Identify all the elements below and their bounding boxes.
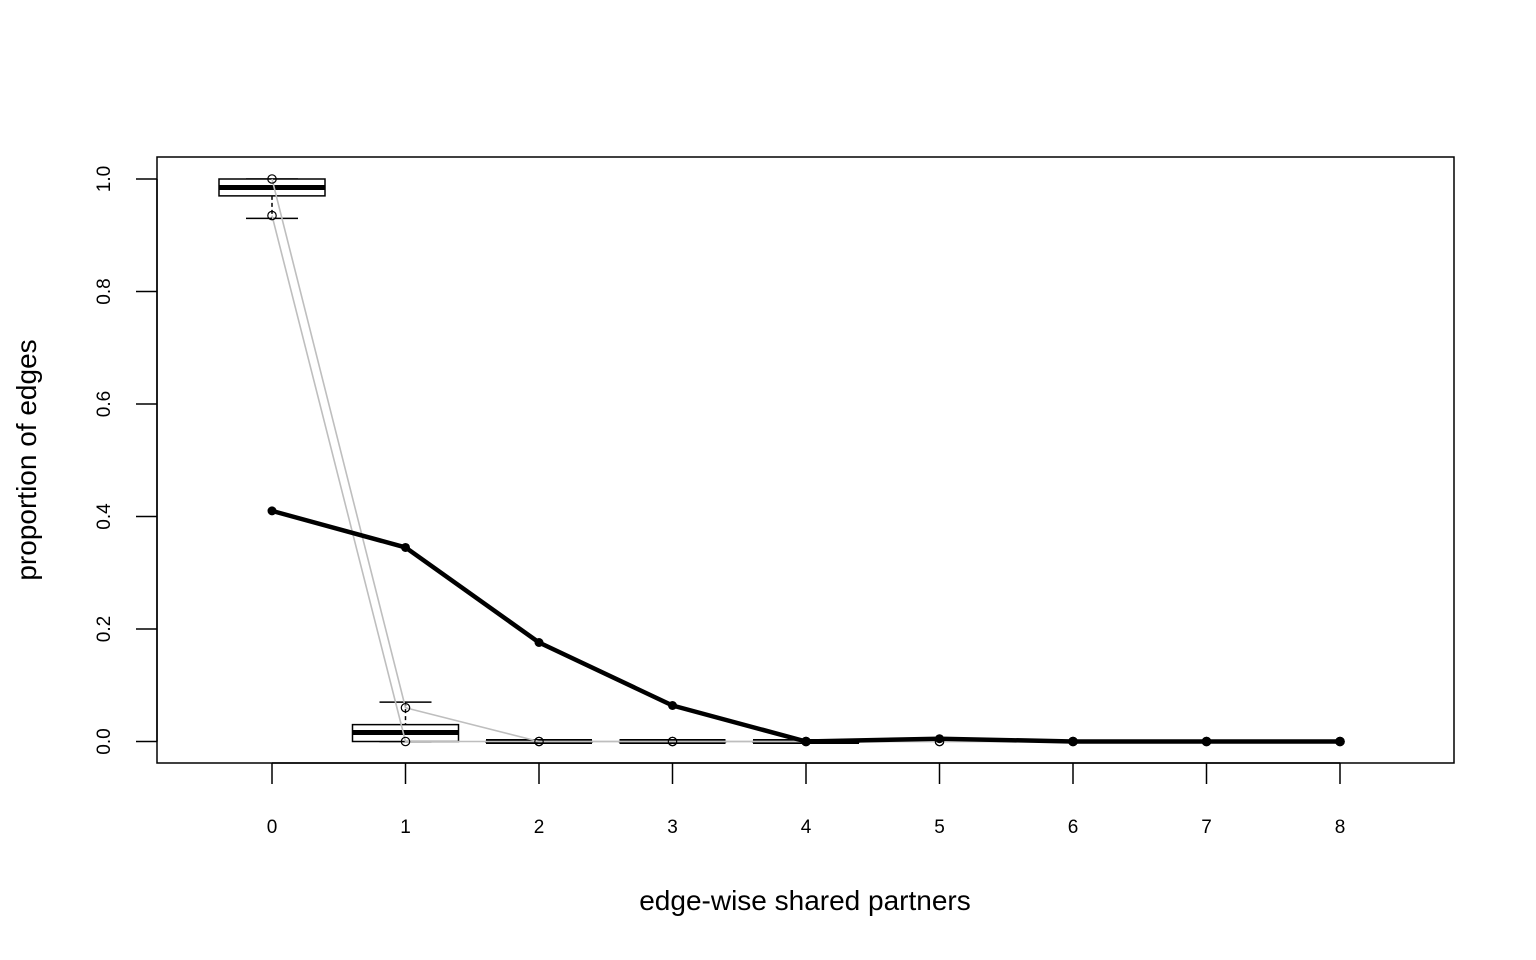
observed-point [668,701,677,710]
x-tick-label: 4 [801,817,812,838]
plot-frame [156,156,1455,764]
observed-point [1202,737,1211,746]
simulation-bound-point [267,210,277,221]
simulation-bound-point [400,702,411,713]
observed-point [801,737,811,746]
x-tick-label: 6 [1068,817,1079,838]
observed-point [534,638,544,647]
simulation-bound-point [400,736,411,747]
series-line-simulation-range-lower [271,215,1340,743]
boxplot-group [218,178,860,744]
y-tick-label: 0.2 [94,616,115,642]
y-axis-title: proportion of edges [11,339,42,580]
y-tick-label: 0.4 [94,503,115,530]
x-tick-label: 5 [934,817,945,838]
x-axis: 0 1 2 3 4 5 6 7 8 [267,762,1346,838]
x-axis-title: edge-wise shared partners [639,885,971,916]
x-tick-label: 2 [534,817,545,838]
y-axis: 0.0 0.2 0.4 0.6 0.8 1.0 [94,166,158,755]
x-tick-label: 0 [267,817,278,838]
simulation-bound-point [667,736,678,747]
y-tick-label: 1.0 [94,166,115,192]
boxplot-0 [218,178,326,220]
observed-point [935,734,944,744]
y-tick-label: 0.0 [94,728,115,754]
x-tick-label: 3 [667,817,678,838]
y-tick-label: 0.6 [94,391,115,417]
y-tick-label: 0.8 [94,278,115,304]
x-tick-label: 8 [1335,817,1346,838]
simulation-bound-point [534,736,544,747]
observed-point [267,506,277,516]
series-group [267,174,1345,747]
observed-point [401,542,410,552]
observed-point [1335,737,1345,746]
x-tick-label: 7 [1201,817,1212,838]
boxplot-1 [351,701,460,743]
observed-point [1068,737,1078,746]
x-tick-label: 1 [400,817,411,838]
simulation-bound-point [267,174,277,184]
series-line-simulation-range-upper [271,178,1340,743]
series-line-observed [271,508,1340,744]
